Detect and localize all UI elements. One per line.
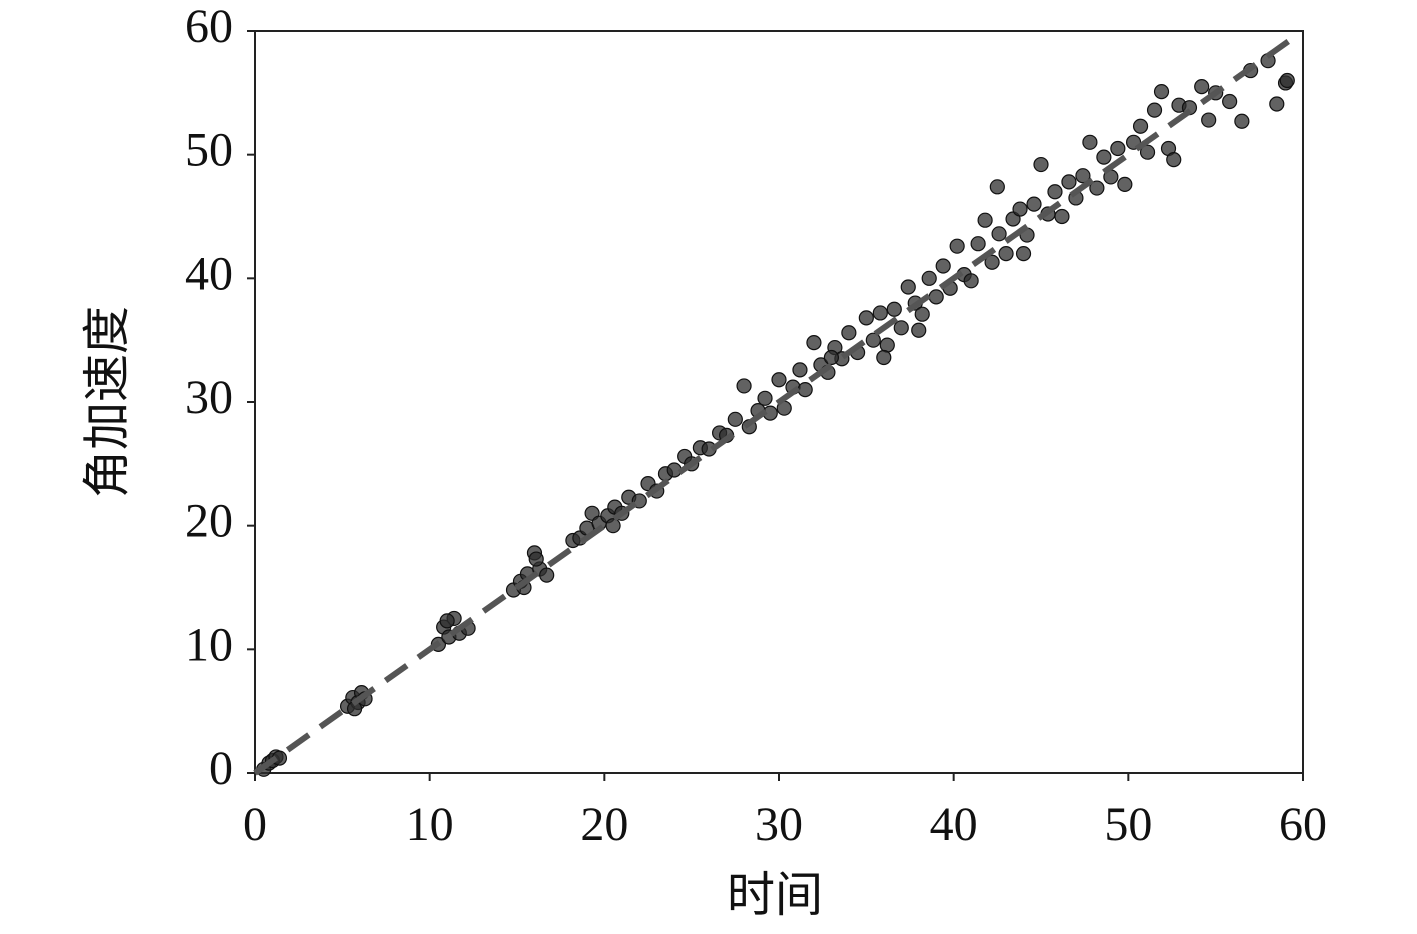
x-tick-label: 30 <box>755 798 803 851</box>
scatter-point <box>539 567 555 583</box>
scatter-point <box>970 236 986 252</box>
scatter-point <box>998 246 1014 262</box>
scatter-point <box>911 322 927 338</box>
scatter-point <box>605 518 621 534</box>
scatter-point <box>977 212 993 228</box>
scatter-point <box>1082 134 1098 150</box>
x-tick-label: 0 <box>243 798 267 851</box>
scatter-point <box>797 382 813 398</box>
y-tick-label: 20 <box>185 495 233 548</box>
scatter-point <box>1026 196 1042 212</box>
x-axis-label: 时间 <box>727 869 823 922</box>
scatter-point <box>1132 118 1149 134</box>
scatter-point <box>841 325 857 341</box>
scatter-point <box>1279 72 1295 89</box>
scatter-point <box>1194 79 1210 95</box>
scatter-point <box>893 320 909 336</box>
scatter-point <box>858 310 874 326</box>
scatter-point <box>886 301 902 317</box>
scatter-point <box>792 362 808 378</box>
y-tick-label: 0 <box>209 742 233 795</box>
scatter-point <box>1089 180 1105 196</box>
scatter-point <box>963 273 979 289</box>
scatter-point <box>914 306 930 322</box>
y-tick-label: 60 <box>185 0 233 53</box>
scatter-point <box>1033 156 1049 173</box>
y-tick-label: 30 <box>185 371 233 424</box>
scatter-point <box>1110 140 1126 157</box>
scatter-point <box>771 372 787 388</box>
scatter-point <box>1139 144 1156 160</box>
scatter-point <box>757 390 773 406</box>
scatter-point <box>727 411 743 427</box>
scatter-point <box>876 349 892 366</box>
scatter-point <box>872 305 888 321</box>
x-tick-label: 60 <box>1279 798 1327 851</box>
x-tick-label: 20 <box>580 798 628 851</box>
scatter-point <box>1015 246 1032 262</box>
scatter-point <box>736 378 752 394</box>
scatter-point <box>900 279 916 295</box>
scatter-point <box>528 551 544 567</box>
x-tick-label: 10 <box>406 798 454 851</box>
y-axis-label: 角加速度 <box>81 306 134 498</box>
scatter-point <box>1012 201 1028 217</box>
trend-line <box>253 34 1297 776</box>
scatter-point <box>1047 184 1063 200</box>
scatter-point <box>1269 96 1285 112</box>
x-tick-label: 40 <box>930 798 978 851</box>
scatter-point <box>935 258 951 274</box>
scatter-point <box>1075 168 1091 184</box>
scatter-point <box>984 254 1000 270</box>
y-tick-label: 50 <box>185 124 233 177</box>
scatter-point <box>1061 174 1077 190</box>
y-tick-label: 40 <box>185 247 233 300</box>
x-tick-label: 50 <box>1104 798 1152 851</box>
scatter-point <box>865 332 881 348</box>
scatter-point <box>806 335 822 351</box>
scatter-point <box>1146 102 1163 118</box>
scatter-point <box>949 238 965 254</box>
scatter-point <box>1054 208 1070 225</box>
scatter-point <box>989 179 1005 195</box>
scatter-point <box>1117 176 1133 192</box>
scatter-point <box>928 289 944 305</box>
scatter-point <box>921 270 937 286</box>
scatter-point <box>1201 112 1217 128</box>
scatter-point <box>439 613 455 629</box>
scatter-point <box>1096 149 1112 165</box>
scatter-point <box>1153 83 1170 100</box>
y-tick-label: 10 <box>185 618 233 671</box>
scatter-point <box>1234 113 1250 129</box>
scatter-point <box>991 226 1007 242</box>
scatter-point <box>1166 152 1182 168</box>
scatter-point <box>823 349 840 366</box>
scatter-point <box>1222 93 1238 110</box>
